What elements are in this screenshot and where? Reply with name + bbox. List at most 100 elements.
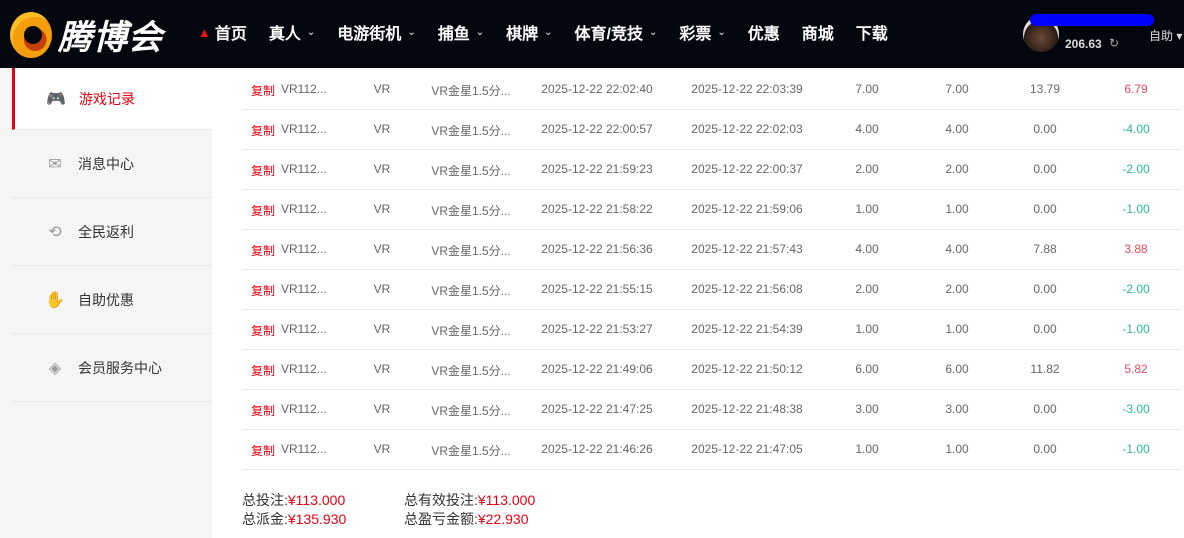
chevron-down-icon: ⌄	[475, 26, 485, 38]
bet-time: 2025-12-22 21:56:36	[541, 242, 653, 256]
copy-button[interactable]: 复制	[251, 284, 276, 298]
profit: -3.00	[1122, 402, 1150, 416]
valid-bet: 1.00	[945, 322, 969, 336]
chevron-down-icon: ⌄	[648, 26, 658, 38]
copy-button[interactable]: 复制	[251, 124, 276, 138]
sidebar-item-label: 消息中心	[78, 155, 134, 172]
sidebar-item-label: 游戏记录	[79, 90, 135, 107]
payout: 0.00	[1033, 162, 1057, 176]
sidebar-item-label: 全民返利	[78, 223, 134, 240]
valid-bet: 3.00	[945, 402, 969, 416]
copy-button[interactable]: 复制	[251, 364, 276, 378]
copy-button[interactable]: 复制	[251, 84, 276, 98]
profit: 3.88	[1124, 242, 1148, 256]
platform: VR	[373, 282, 391, 296]
valid-bet: 4.00	[945, 242, 969, 256]
game-name: VR金星1.5分...	[431, 444, 511, 458]
redacted-username	[1030, 14, 1154, 26]
sidebar-item[interactable]: 🎮 游戏记录	[12, 68, 212, 130]
balance: 206.63	[1065, 37, 1102, 51]
profit: 6.79	[1124, 82, 1148, 96]
nav-item[interactable]: 下载	[856, 20, 888, 44]
valid-bet: 1.00	[945, 442, 969, 456]
sidebar: 🎮 游戏记录 ✉ 消息中心 ⟲ 全民返利 ✋ 自助优惠 ◈ 会员服务中心	[12, 68, 212, 538]
chevron-down-icon: ⌄	[544, 26, 553, 38]
sidebar-item-label: 自助优惠	[78, 291, 134, 308]
copy-button[interactable]: 复制	[251, 244, 276, 258]
game-name: VR金星1.5分...	[431, 324, 511, 338]
refresh-icon[interactable]: ↻	[1109, 36, 1120, 50]
bet-id: VR112...	[281, 162, 327, 176]
bet-time: 2025-12-22 21:49:06	[541, 362, 653, 376]
bet-id: VR112...	[281, 82, 327, 96]
bet-id: VR112...	[281, 122, 327, 136]
game-name: VR金星1.5分...	[431, 124, 511, 138]
bet-time: 2025-12-22 22:02:40	[541, 82, 653, 96]
platform: VR	[373, 162, 391, 176]
home-icon: ▲	[198, 24, 211, 40]
copy-button[interactable]: 复制	[251, 324, 276, 338]
nav-label: 首页	[214, 26, 247, 43]
self-help-menu[interactable]: 自助 ▾	[1149, 29, 1183, 43]
nav-item[interactable]: 捕鱼 ⌄	[438, 20, 484, 44]
sidebar-item[interactable]: ◈ 会员服务中心	[12, 334, 212, 402]
valid-bet: 6.00	[945, 362, 969, 376]
settle-time: 2025-12-22 21:59:06	[691, 202, 803, 216]
nav-label: 优惠	[747, 26, 780, 43]
total-bet: ¥113.000	[287, 492, 346, 508]
settle-time: 2025-12-22 21:54:39	[691, 322, 803, 336]
nav-item[interactable]: 彩票 ⌄	[679, 20, 725, 44]
nav-item[interactable]: 体育/竞技 ⌄	[575, 20, 658, 44]
nav-item[interactable]: 商城	[802, 20, 834, 44]
settle-time: 2025-12-22 21:47:05	[691, 442, 803, 456]
game-name: VR金星1.5分...	[431, 404, 511, 418]
game-name: VR金星1.5分...	[431, 244, 511, 258]
profit: 5.82	[1124, 362, 1148, 376]
bet-time: 2025-12-22 21:59:23	[541, 162, 653, 176]
payout: 0.00	[1033, 322, 1057, 336]
bet-id: VR112...	[281, 282, 327, 296]
nav-label: 下载	[855, 26, 888, 43]
bet-amount: 6.00	[855, 362, 879, 376]
nav-item[interactable]: 优惠	[748, 20, 780, 44]
bet-id: VR112...	[281, 202, 327, 216]
game-name: VR金星1.5分...	[431, 164, 511, 178]
chevron-down-icon: ⌄	[306, 26, 316, 38]
bet-amount: 2.00	[855, 282, 879, 296]
copy-button[interactable]: 复制	[251, 164, 276, 178]
nav-label: 商城	[801, 26, 834, 43]
table-row: 复制 VR112... VR VR金星1.5分... 2025-12-22 21:46:…	[242, 430, 1180, 470]
game-name: VR金星1.5分...	[431, 84, 511, 98]
settle-time: 2025-12-22 22:02:03	[691, 122, 803, 136]
nav-item[interactable]: 棋牌 ⌄	[506, 20, 552, 44]
payout: 0.00	[1033, 442, 1057, 456]
nav-item[interactable]: 电游街机 ⌄	[337, 20, 415, 44]
payout: 0.00	[1033, 202, 1057, 216]
table-row: 复制 VR112... VR VR金星1.5分... 2025-12-22 21:58:…	[242, 190, 1180, 230]
platform: VR	[373, 362, 391, 376]
table-row: 复制 VR112... VR VR金星1.5分... 2025-12-22 21:55:…	[242, 270, 1180, 310]
copy-button[interactable]: 复制	[251, 204, 276, 218]
nav-label: 电游街机	[337, 26, 402, 43]
copy-button[interactable]: 复制	[251, 444, 276, 458]
nav-item[interactable]: 真人 ⌄	[269, 20, 315, 44]
platform: VR	[373, 202, 391, 216]
sidebar-item[interactable]: ⟲ 全民返利	[12, 198, 212, 266]
table-row: 复制 VR112... VR VR金星1.5分... 2025-12-22 22:00:…	[242, 110, 1180, 150]
profit-label: 总盈亏金额:	[404, 511, 478, 527]
sidebar-item[interactable]: ✉ 消息中心	[12, 130, 212, 198]
bet-amount: 2.00	[855, 162, 879, 176]
valid-bet-label: 总有效投注:	[404, 492, 478, 508]
profit: -1.00	[1122, 442, 1150, 456]
platform: VR	[373, 242, 391, 256]
logo-text: 腾博会	[58, 19, 163, 57]
sidebar-item[interactable]: ✋ 自助优惠	[12, 266, 212, 334]
settle-time: 2025-12-22 22:00:37	[691, 162, 803, 176]
logo[interactable]: 腾博会	[10, 10, 163, 59]
bet-id: VR112...	[281, 322, 327, 336]
copy-button[interactable]: 复制	[251, 404, 276, 418]
bet-time: 2025-12-22 21:55:15	[541, 282, 653, 296]
top-header: 腾博会 ▲ 首页 真人 ⌄ 电游街机 ⌄ 捕鱼 ⌄ 棋牌 ⌄ 体育/竞技 ⌄ 彩票 ⌄ 优惠 商城 下载 206…	[0, 0, 1184, 68]
bet-time: 2025-12-22 22:00:57	[541, 122, 653, 136]
nav-item[interactable]: ▲ 首页	[198, 20, 247, 44]
